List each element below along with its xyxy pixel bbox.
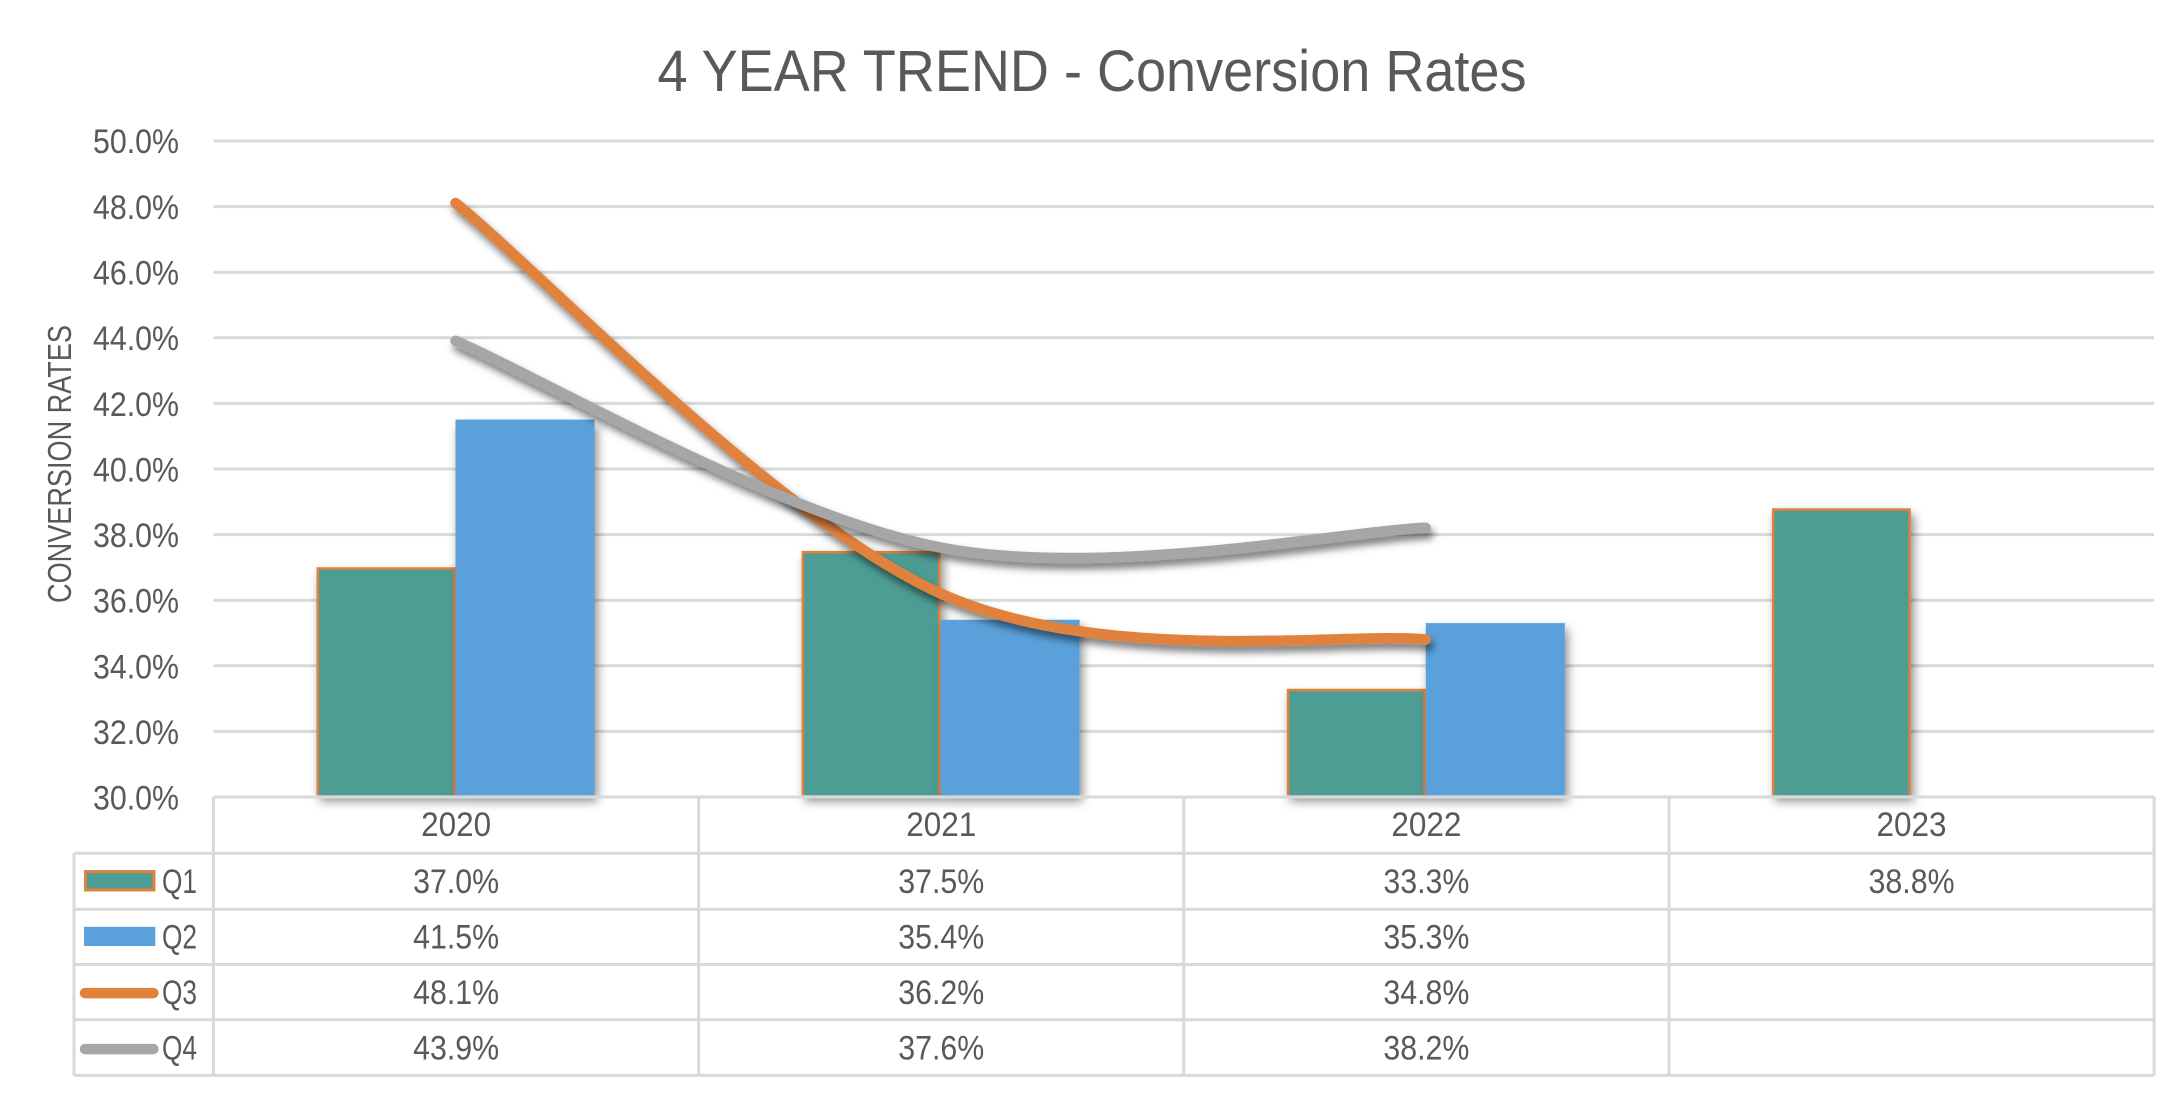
svg-text:37.6%: 37.6% [898, 1030, 984, 1068]
svg-text:Q3: Q3 [162, 974, 197, 1012]
svg-text:46.0%: 46.0% [93, 255, 179, 293]
svg-text:38.8%: 38.8% [1869, 863, 1955, 901]
svg-text:2020: 2020 [421, 806, 491, 844]
svg-text:48.1%: 48.1% [413, 974, 499, 1012]
svg-text:34.8%: 34.8% [1383, 974, 1469, 1012]
svg-text:Q1: Q1 [162, 863, 197, 901]
svg-text:CONVERSION RATES: CONVERSION RATES [41, 325, 78, 603]
svg-text:34.0%: 34.0% [93, 648, 179, 686]
svg-text:48.0%: 48.0% [93, 189, 179, 227]
svg-text:50.0%: 50.0% [93, 123, 179, 161]
svg-text:2023: 2023 [1877, 806, 1947, 844]
svg-text:32.0%: 32.0% [93, 714, 179, 752]
svg-text:41.5%: 41.5% [413, 919, 499, 957]
svg-text:37.5%: 37.5% [898, 863, 984, 901]
svg-text:35.4%: 35.4% [898, 919, 984, 957]
svg-text:42.0%: 42.0% [93, 386, 179, 424]
svg-text:38.2%: 38.2% [1383, 1030, 1469, 1068]
svg-text:2021: 2021 [906, 806, 976, 844]
svg-text:44.0%: 44.0% [93, 320, 179, 358]
svg-text:37.0%: 37.0% [413, 863, 499, 901]
svg-text:40.0%: 40.0% [93, 451, 179, 489]
svg-text:38.0%: 38.0% [93, 517, 179, 555]
svg-text:36.2%: 36.2% [898, 974, 984, 1012]
svg-text:43.9%: 43.9% [413, 1030, 499, 1068]
svg-text:35.3%: 35.3% [1383, 919, 1469, 957]
svg-text:2022: 2022 [1391, 806, 1461, 844]
svg-text:30.0%: 30.0% [93, 780, 179, 818]
svg-text:36.0%: 36.0% [93, 583, 179, 621]
svg-text:33.3%: 33.3% [1383, 863, 1469, 901]
svg-text:Q2: Q2 [162, 919, 197, 957]
svg-text:Q4: Q4 [162, 1030, 197, 1068]
svg-text:4 YEAR TREND - Conversion Rate: 4 YEAR TREND - Conversion Rates [658, 39, 1527, 104]
